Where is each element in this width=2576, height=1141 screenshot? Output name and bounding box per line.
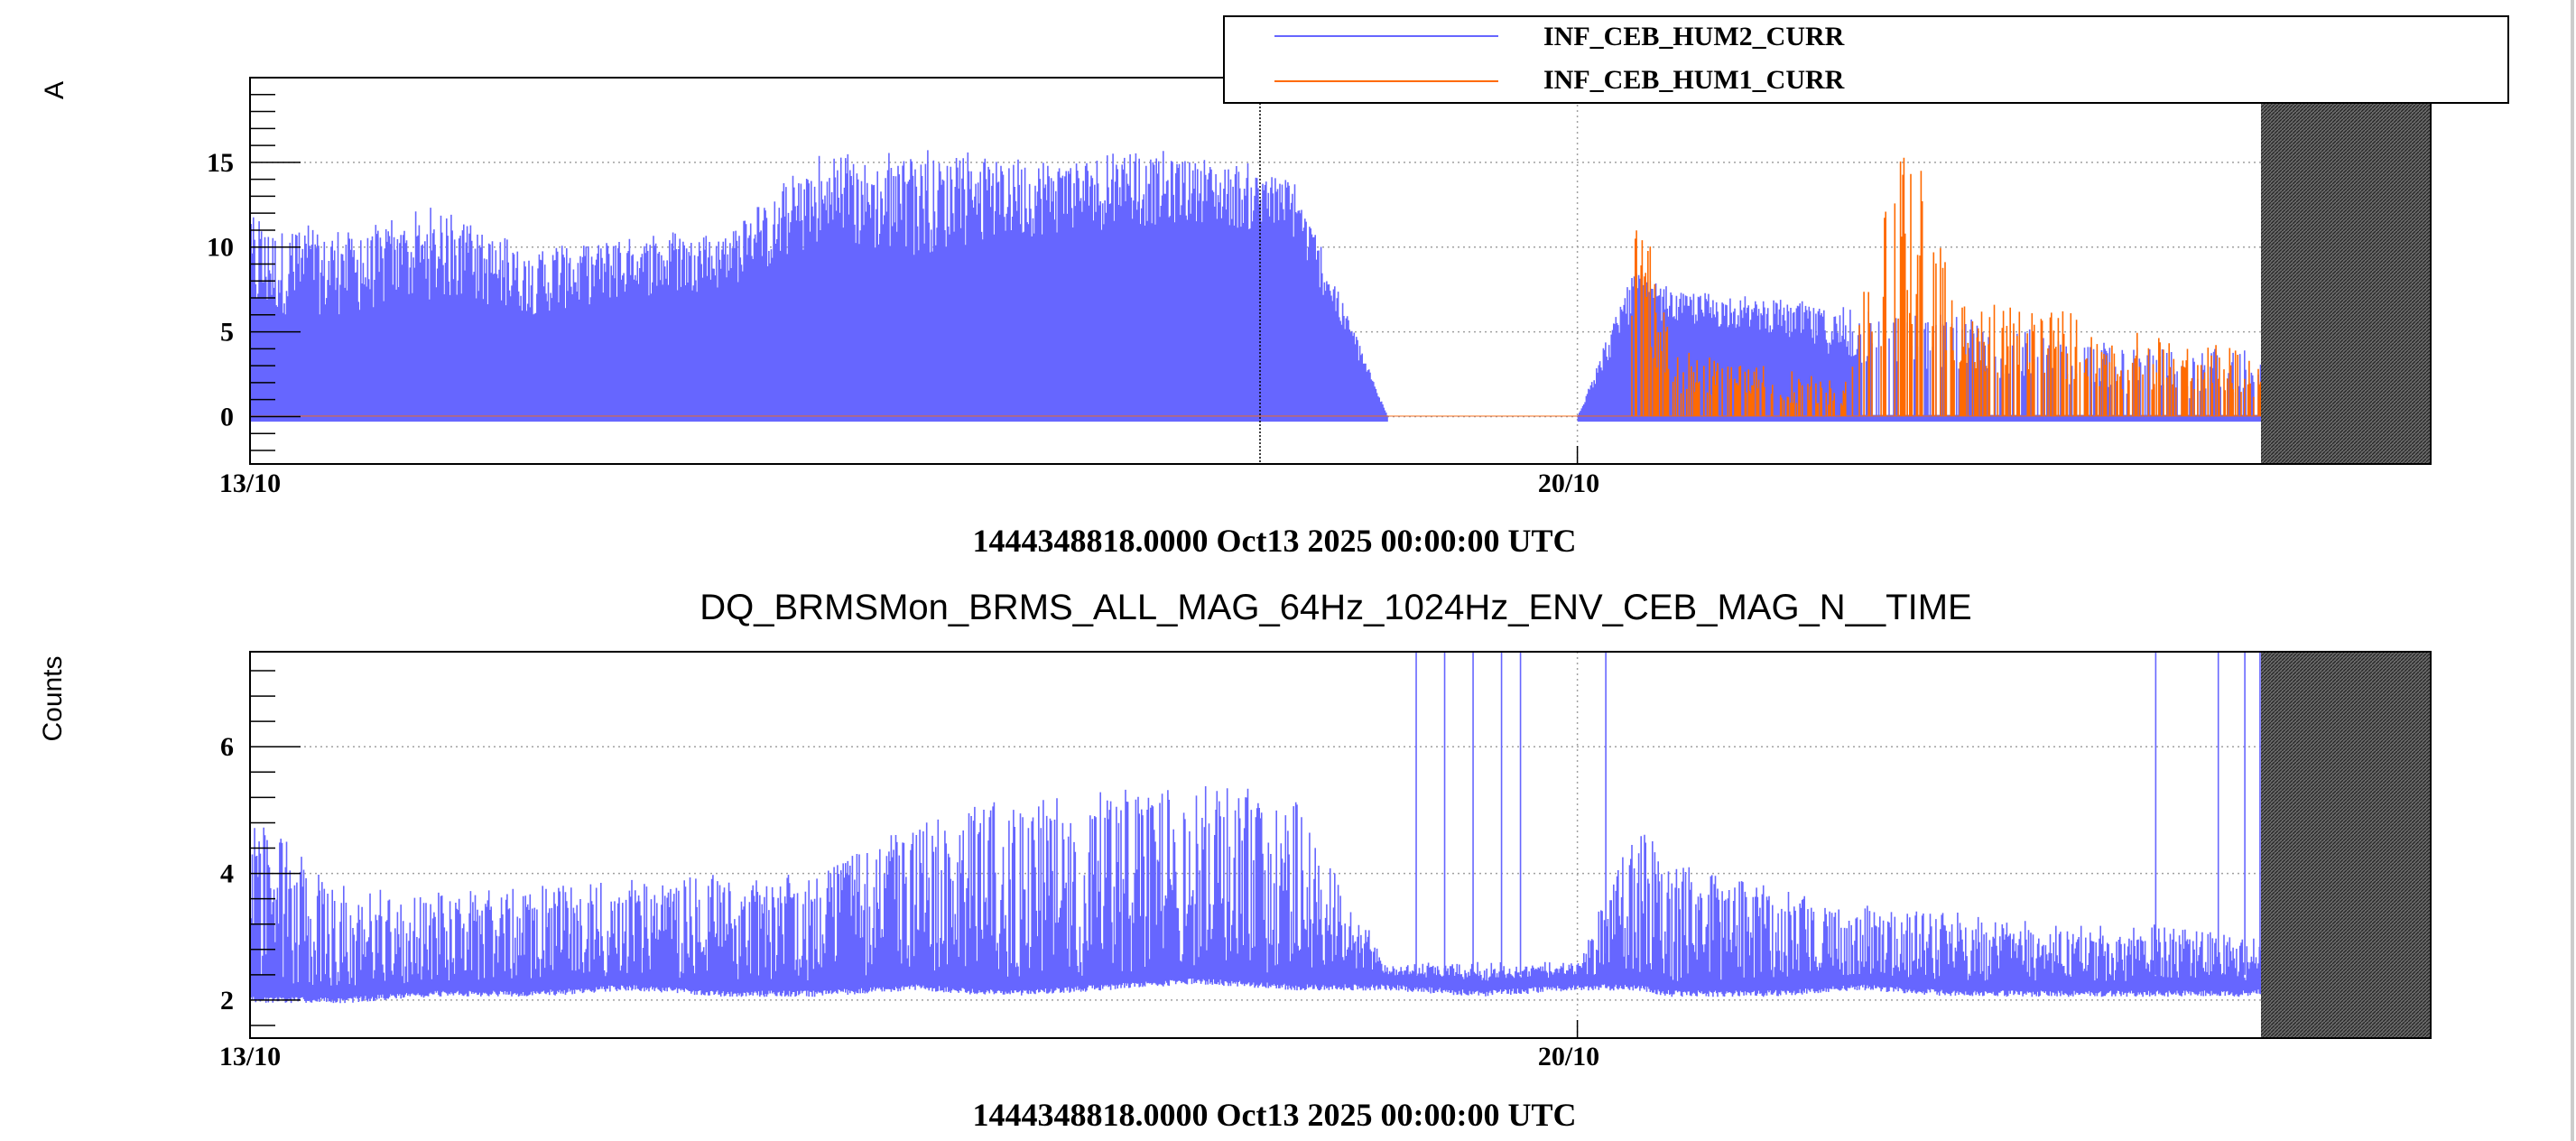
bottom-y-tick-label-1: 4 <box>220 859 234 889</box>
top-series-1-trace <box>250 157 2309 417</box>
top-axes: 0 5 10 15 <box>207 77 1579 464</box>
bottom-chart-title: DQ_BRMSMon_BRMS_ALL_MAG_64Hz_1024Hz_ENV_… <box>700 588 1971 627</box>
top-y-tick-label-1: 5 <box>220 318 234 348</box>
bottom-no-data-region <box>2261 652 2431 1038</box>
bottom-y-axis-label: Counts <box>38 655 68 741</box>
bottom-series-0-trace <box>250 786 2309 1004</box>
bottom-series-0 <box>250 652 2431 1004</box>
bottom-x-tick-label-1: 20/10 <box>1538 1042 1599 1071</box>
top-legend: INF_CEB_HUM2_CURR INF_CEB_HUM1_CURR <box>1223 15 2509 104</box>
bottom-plot-frame <box>249 651 2432 1039</box>
bottom-x-tick-label-0: 13/10 <box>219 1042 281 1071</box>
top-x-axis-label: 1444348818.0000 Oct13 2025 00:00:00 UTC <box>973 523 1577 559</box>
top-y-tick-label-2: 10 <box>207 233 234 263</box>
legend-box <box>1223 15 2509 104</box>
legend-label-hum2: INF_CEB_HUM2_CURR <box>1543 22 1845 51</box>
bottom-x-axis-label: 1444348818.0000 Oct13 2025 00:00:00 UTC <box>973 1097 1577 1133</box>
top-x-tick-label-0: 13/10 <box>219 468 281 498</box>
top-panel: 0 5 10 15 A 13/10 20/10 1444348818.0000 Oct… <box>40 15 2509 559</box>
bottom-axes: 2 4 6 <box>220 670 1579 1038</box>
bottom-plot-data <box>250 652 2431 1004</box>
top-no-data-region <box>2261 78 2431 464</box>
top-y-axis-label: A <box>40 81 69 99</box>
top-series-0-trace <box>250 150 2309 422</box>
top-x-tick-label-1: 20/10 <box>1538 468 1599 498</box>
top-plot-data <box>250 150 2431 422</box>
top-y-tick-label-3: 15 <box>207 148 234 178</box>
bottom-panel: DQ_BRMSMon_BRMS_ALL_MAG_64Hz_1024Hz_ENV_… <box>38 588 2432 1133</box>
legend-label-hum1: INF_CEB_HUM1_CURR <box>1543 65 1845 95</box>
bottom-y-tick-label-0: 2 <box>220 986 234 1016</box>
top-y-tick-label-0: 0 <box>220 402 234 431</box>
bottom-y-tick-label-2: 6 <box>220 732 234 762</box>
bottom-grid <box>250 652 2431 1038</box>
